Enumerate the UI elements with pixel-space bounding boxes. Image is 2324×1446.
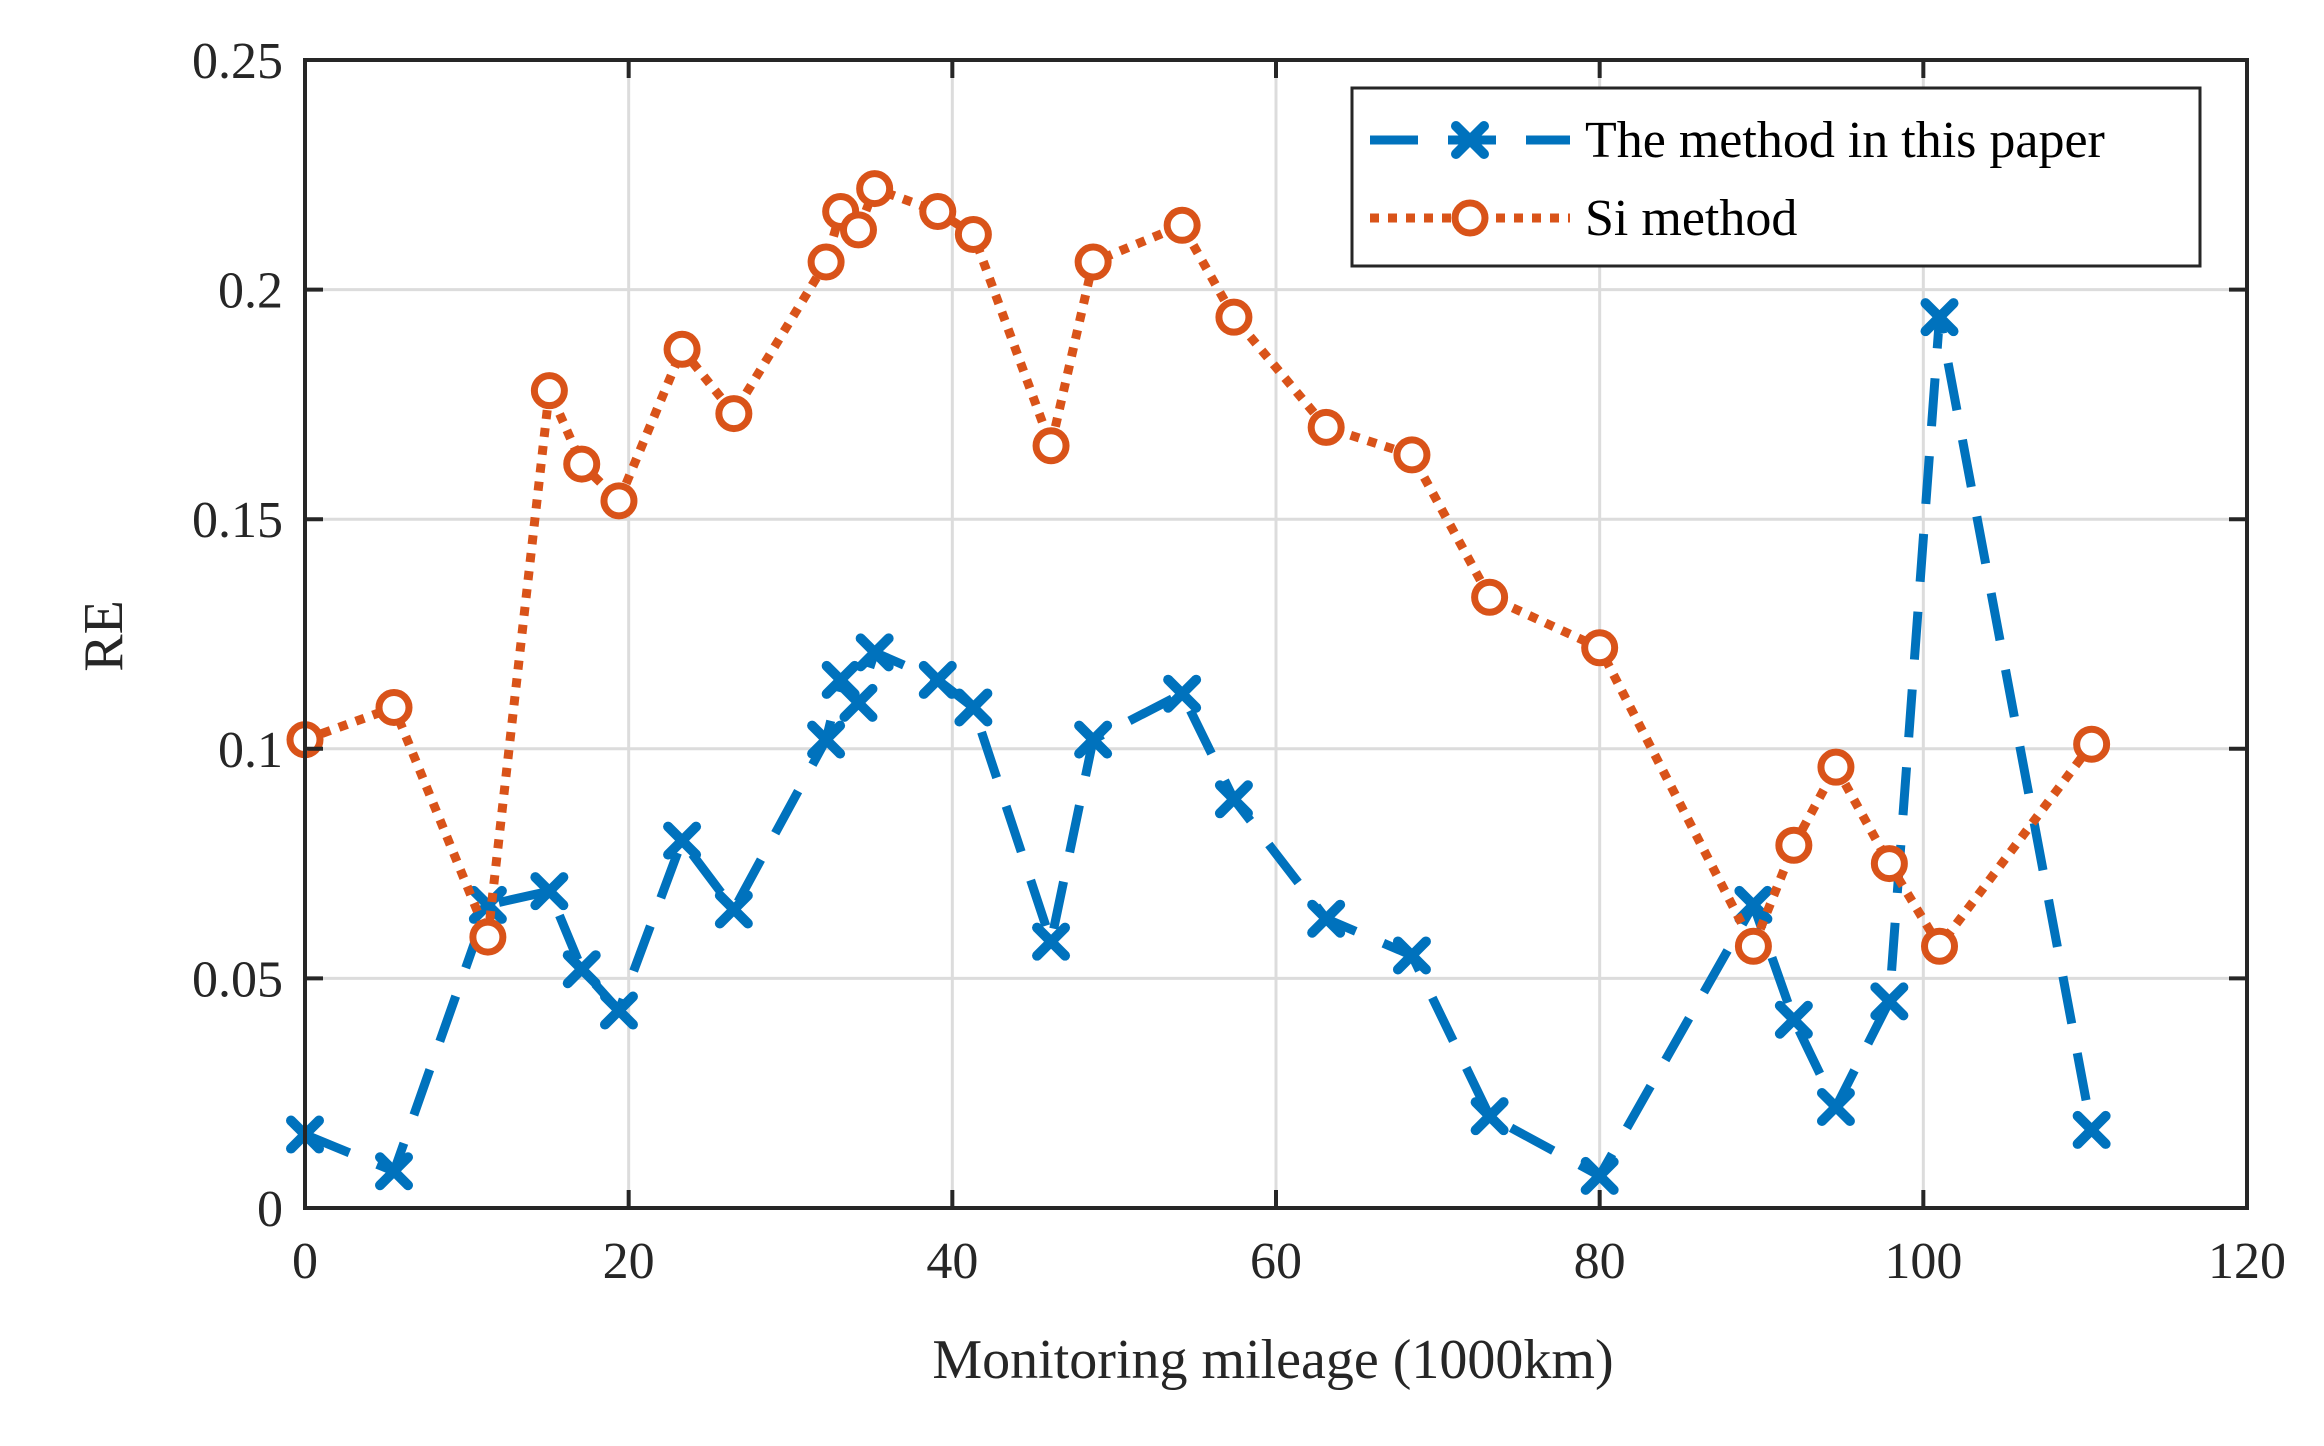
data-point bbox=[839, 683, 878, 722]
x-tick-label: 0 bbox=[292, 1233, 318, 1290]
data-point bbox=[663, 821, 702, 860]
data-point bbox=[839, 211, 877, 249]
axes bbox=[303, 58, 2249, 1210]
y-tick-label: 0 bbox=[257, 1181, 283, 1238]
data-point bbox=[1032, 427, 1070, 465]
data-point bbox=[1214, 780, 1253, 819]
data-point bbox=[1470, 1097, 1509, 1136]
data-point bbox=[1074, 243, 1112, 281]
data-point bbox=[375, 1152, 414, 1191]
x-tick-label: 20 bbox=[603, 1233, 655, 1290]
x-tick-label: 60 bbox=[1250, 1233, 1302, 1290]
data-point bbox=[663, 330, 701, 368]
data-point bbox=[1870, 982, 1909, 1021]
legend: The method in this paper Si method bbox=[1350, 86, 2202, 268]
data-point bbox=[1734, 927, 1772, 965]
data-point bbox=[600, 482, 638, 520]
legend-item-1: The method in this paper bbox=[1370, 112, 2105, 169]
data-point bbox=[1921, 927, 1959, 965]
y-tick-label: 0.1 bbox=[218, 722, 283, 779]
x-tick-label: 40 bbox=[926, 1233, 978, 1290]
data-point bbox=[2073, 725, 2111, 763]
x-tick-label: 120 bbox=[2208, 1233, 2286, 1290]
data-point bbox=[954, 688, 993, 727]
y-tick-label: 0.15 bbox=[192, 492, 283, 549]
legend-marker bbox=[1451, 121, 1489, 159]
data-point bbox=[1393, 436, 1431, 474]
legend-item-2: Si method bbox=[1370, 190, 1797, 247]
y-axis-label: RE bbox=[73, 600, 135, 672]
data-point bbox=[807, 243, 845, 281]
legend-marker bbox=[1451, 199, 1489, 237]
data-point bbox=[599, 991, 638, 1030]
grid-lines bbox=[305, 60, 2247, 1208]
data-point bbox=[1774, 1000, 1813, 1039]
data-point bbox=[856, 170, 894, 208]
data-point bbox=[1163, 206, 1201, 244]
data-point bbox=[1920, 298, 1959, 337]
series-layer bbox=[286, 170, 2111, 1195]
data-point bbox=[1580, 1156, 1619, 1195]
data-point bbox=[918, 660, 957, 699]
tick-labels: 0 20 40 60 80 100 120 0 0.05 0.1 0.15 0.2 0.25 bbox=[192, 33, 2286, 1290]
data-point bbox=[1471, 578, 1509, 616]
data-point bbox=[1392, 936, 1431, 975]
data-point bbox=[530, 372, 568, 410]
data-point bbox=[468, 885, 507, 924]
data-point bbox=[1734, 885, 1773, 924]
x-tick-label: 100 bbox=[1884, 1233, 1962, 1290]
data-point bbox=[530, 872, 569, 911]
data-point bbox=[1163, 674, 1202, 713]
data-point bbox=[715, 395, 753, 433]
data-point bbox=[954, 215, 992, 253]
series-1 bbox=[286, 298, 2111, 1195]
data-point bbox=[1816, 1087, 1855, 1126]
series-2 bbox=[286, 170, 2111, 965]
data-point bbox=[2072, 1110, 2111, 1149]
data-point bbox=[1870, 845, 1908, 883]
legend-label: Si method bbox=[1585, 190, 1797, 247]
data-point bbox=[375, 688, 413, 726]
data-point bbox=[1817, 748, 1855, 786]
y-tick-label: 0.25 bbox=[192, 33, 283, 90]
data-point bbox=[1032, 922, 1071, 961]
y-tick-label: 0.05 bbox=[192, 951, 283, 1008]
data-point bbox=[1775, 826, 1813, 864]
series-line bbox=[303, 312, 2097, 1181]
data-point bbox=[1215, 298, 1253, 336]
data-point bbox=[563, 445, 601, 483]
legend-label: The method in this paper bbox=[1585, 112, 2105, 169]
y-tick-label: 0.2 bbox=[218, 263, 283, 320]
data-point bbox=[1581, 629, 1619, 667]
data-point bbox=[919, 193, 957, 231]
legend-items: The method in this paper Si method bbox=[1370, 112, 2105, 247]
data-point bbox=[1074, 720, 1113, 759]
x-axis-label: Monitoring mileage (1000km) bbox=[932, 1329, 1613, 1391]
data-point bbox=[469, 918, 507, 956]
x-tick-label: 80 bbox=[1574, 1233, 1626, 1290]
data-point bbox=[714, 890, 753, 929]
data-point bbox=[807, 720, 846, 759]
data-point bbox=[1307, 408, 1345, 446]
legend-box bbox=[1350, 86, 2202, 268]
data-point bbox=[562, 950, 601, 989]
data-point bbox=[1307, 899, 1346, 938]
data-point bbox=[855, 633, 894, 672]
